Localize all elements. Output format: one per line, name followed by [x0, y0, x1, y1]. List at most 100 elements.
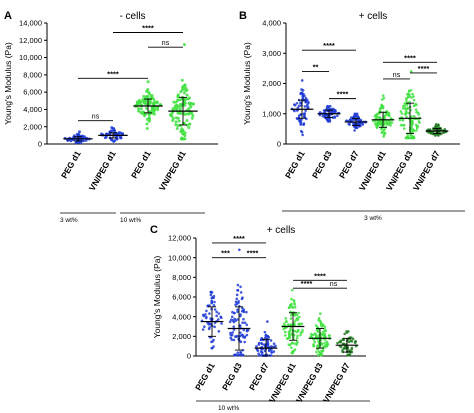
y-tick-label: 10,000	[168, 253, 191, 262]
data-point	[312, 338, 316, 341]
data-point	[284, 334, 287, 337]
data-point	[283, 330, 287, 334]
group-label: 10 wt%	[218, 405, 240, 412]
data-point	[379, 127, 383, 131]
data-point	[208, 312, 211, 315]
data-point	[185, 93, 189, 97]
significance-label: ****	[337, 90, 349, 99]
data-point	[263, 343, 266, 347]
data-point	[311, 333, 315, 337]
data-point	[317, 350, 321, 354]
data-point	[185, 119, 189, 123]
data-point	[241, 353, 245, 357]
data-point	[299, 122, 303, 126]
data-point	[145, 117, 149, 121]
data-point	[255, 348, 259, 351]
data-point	[238, 248, 241, 252]
y-tick-label: 2,000	[172, 332, 191, 341]
data-point	[185, 88, 189, 92]
category-label: VN/PEG d1	[267, 361, 298, 405]
data-point	[303, 105, 307, 108]
data-point	[145, 126, 149, 130]
data-point	[403, 105, 406, 108]
group-label: 10 wt%	[120, 217, 142, 224]
data-point	[318, 113, 322, 117]
data-point	[301, 328, 304, 332]
data-point	[288, 303, 292, 307]
data-point	[191, 114, 195, 118]
data-point	[232, 325, 236, 328]
data-point	[301, 96, 305, 100]
significance-label: ****	[301, 279, 313, 288]
data-point	[109, 137, 113, 141]
data-point	[350, 116, 353, 119]
significance-label: **	[313, 62, 319, 71]
data-point	[286, 337, 289, 341]
data-point	[284, 320, 288, 324]
data-point	[293, 348, 297, 351]
data-point	[333, 115, 336, 118]
data-point	[326, 119, 329, 122]
data-point	[171, 117, 175, 121]
data-point	[213, 325, 216, 329]
data-point	[264, 334, 268, 338]
data-point	[318, 352, 322, 356]
data-point	[299, 331, 303, 335]
data-point	[169, 113, 173, 117]
data-point	[403, 107, 407, 110]
data-point	[213, 300, 216, 304]
data-point	[293, 109, 296, 113]
data-point	[272, 342, 276, 345]
data-point	[145, 122, 149, 126]
category-label: PEG d1	[59, 149, 83, 180]
data-point	[242, 328, 246, 332]
data-point	[430, 131, 434, 135]
data-point	[274, 344, 277, 348]
data-point	[288, 336, 292, 339]
data-point	[300, 91, 303, 95]
data-point	[177, 105, 181, 109]
data-point	[282, 322, 286, 326]
data-point	[348, 123, 351, 126]
data-point	[293, 322, 296, 326]
data-point	[306, 103, 309, 107]
data-point	[266, 320, 269, 323]
data-point	[135, 100, 139, 104]
data-point	[172, 100, 176, 104]
data-point	[411, 136, 415, 140]
data-point	[404, 97, 408, 101]
y-tick-label: 12,000	[19, 36, 42, 45]
data-point	[210, 296, 214, 300]
data-point	[174, 100, 178, 104]
data-point	[300, 79, 304, 82]
significance-label: ****	[418, 64, 430, 73]
data-point	[234, 300, 238, 304]
data-point	[302, 115, 306, 119]
data-point	[298, 322, 302, 326]
data-point	[412, 95, 415, 98]
data-point	[317, 316, 321, 320]
data-point	[414, 123, 418, 127]
data-point	[178, 123, 182, 127]
data-point	[410, 96, 413, 99]
data-point	[324, 343, 328, 347]
data-point	[237, 300, 240, 303]
data-point	[296, 340, 299, 343]
data-point	[405, 99, 408, 103]
data-point	[389, 117, 393, 120]
data-point	[304, 109, 307, 112]
data-point	[176, 111, 180, 115]
data-point	[240, 297, 244, 301]
data-point	[382, 133, 386, 137]
y-tick-label: 2,000	[23, 122, 42, 131]
data-point	[152, 102, 156, 106]
data-point	[236, 283, 240, 287]
data-point	[289, 313, 293, 317]
data-point	[260, 342, 263, 345]
y-tick-label: 1,000	[262, 109, 281, 118]
data-point	[406, 106, 410, 110]
data-point	[415, 103, 418, 107]
data-point	[239, 314, 242, 318]
data-point	[383, 115, 387, 118]
data-point	[188, 103, 192, 107]
